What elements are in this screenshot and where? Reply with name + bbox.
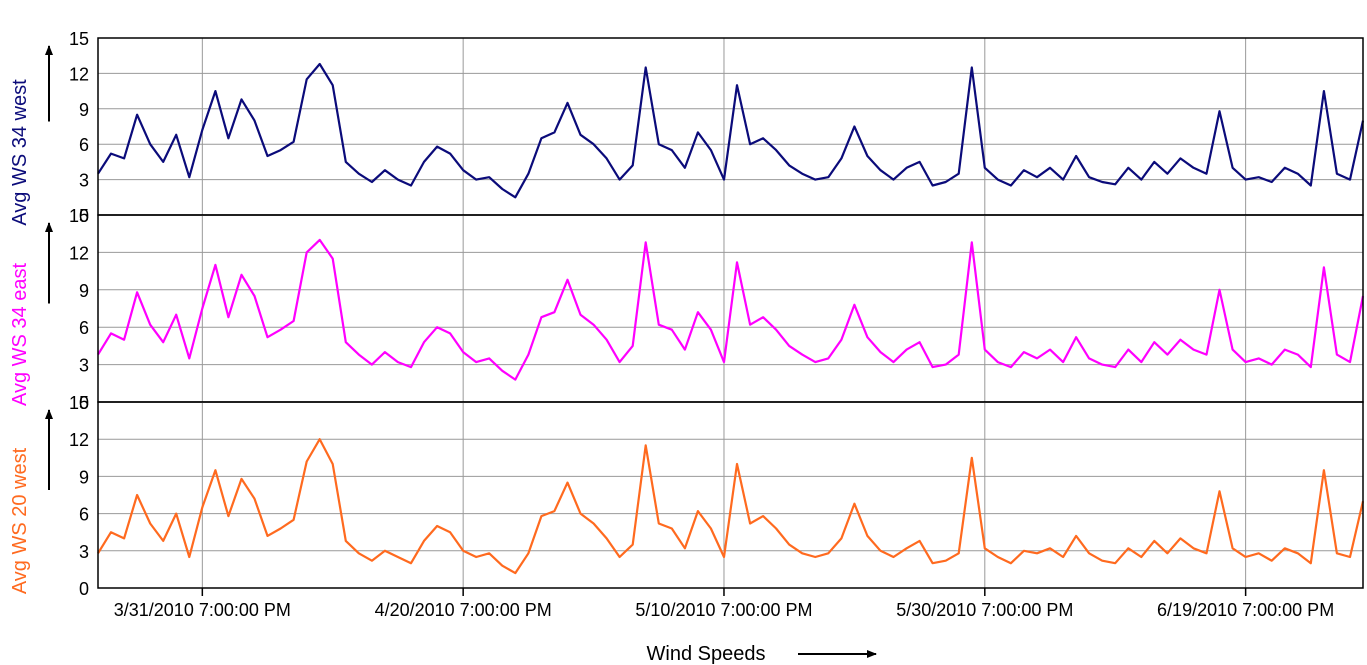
y-tick-label: 9 [79, 100, 89, 120]
y-tick-label: 3 [79, 171, 89, 191]
y-tick-label: 0 [79, 206, 89, 226]
y-tick-label: 3 [79, 356, 89, 376]
y-axis-label: Avg WS 34 east [9, 263, 31, 406]
panel-1: 0 3 6 9 12 15 Avg WS 34 west [9, 29, 1365, 226]
y-tick-label: 0 [79, 393, 89, 413]
y-tick-label: 3 [79, 542, 89, 562]
y-tick-label: 6 [79, 318, 89, 338]
y-axis-label: Avg WS 20 west [9, 447, 31, 594]
y-tick-label: 12 [69, 64, 89, 84]
x-tick-label: 4/20/2010 7:00:00 PM [375, 600, 552, 620]
x-tick-label: 3/31/2010 7:00:00 PM [114, 600, 291, 620]
series-line [97, 238, 1365, 381]
y-axis-label: Avg WS 34 west [9, 79, 31, 226]
panel-3: 0 3 6 9 12 15 Avg WS 20 west [9, 393, 1365, 599]
y-tick-label: 15 [69, 393, 89, 413]
x-tick-label: 5/10/2010 7:00:00 PM [635, 600, 812, 620]
x-axis-label: Wind Speeds [647, 643, 766, 665]
series-line [97, 62, 1365, 199]
y-tick-label: 15 [69, 206, 89, 226]
panel-2: 0 3 6 9 12 15 Avg WS 34 east [9, 206, 1365, 413]
panel-frame [97, 401, 1364, 589]
y-tick-label: 0 [79, 579, 89, 599]
y-tick-label: 6 [79, 505, 89, 525]
x-tick-label: 6/19/2010 7:00:00 PM [1157, 600, 1334, 620]
y-tick-label: 9 [79, 281, 89, 301]
y-tick-label: 12 [69, 430, 89, 450]
y-tick-label: 15 [69, 29, 89, 49]
series-line [97, 438, 1365, 575]
y-tick-label: 6 [79, 135, 89, 155]
y-tick-label: 9 [79, 467, 89, 487]
x-tick-label: 5/30/2010 7:00:00 PM [896, 600, 1073, 620]
y-tick-label: 12 [69, 243, 89, 263]
